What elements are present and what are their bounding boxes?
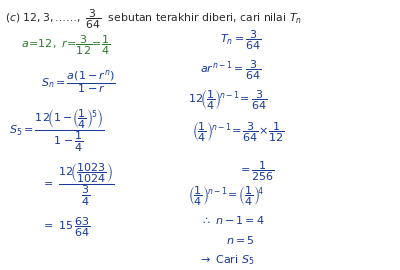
Text: $= \dfrac{1}{256}$: $= \dfrac{1}{256}$ — [238, 159, 275, 183]
Text: $a\!=\!12,\ r\!=\!\dfrac{3}{12}\!=\!\dfrac{1}{4}$: $a\!=\!12,\ r\!=\!\dfrac{3}{12}\!=\!\dfr… — [21, 34, 110, 57]
Text: $ar^{n-1} = \dfrac{3}{64}$: $ar^{n-1} = \dfrac{3}{64}$ — [200, 59, 262, 82]
Text: $\left(\dfrac{1}{4}\right)^{\!n-1}\! = \dfrac{3}{64}\!\times\!\dfrac{1}{12}$: $\left(\dfrac{1}{4}\right)^{\!n-1}\! = \… — [192, 120, 284, 144]
Text: $12\!\left(\dfrac{1}{4}\right)^{\!n-1}\! = \dfrac{3}{64}$: $12\!\left(\dfrac{1}{4}\right)^{\!n-1}\!… — [188, 88, 267, 112]
Text: $\left(\dfrac{1}{4}\right)^{\!n-1}\! = \left(\dfrac{1}{4}\right)^{\!4}$: $\left(\dfrac{1}{4}\right)^{\!n-1}\! = \… — [188, 184, 264, 208]
Text: $=\ 15\,\dfrac{63}{64}$: $=\ 15\,\dfrac{63}{64}$ — [40, 216, 90, 239]
Text: $=\ \dfrac{12\!\left(\dfrac{1023}{1024}\right)}{\dfrac{3}{4}}$: $=\ \dfrac{12\!\left(\dfrac{1023}{1024}\… — [40, 162, 114, 208]
Text: $\rightarrow\ \mathrm{Cari}\ S_5$: $\rightarrow\ \mathrm{Cari}\ S_5$ — [198, 253, 254, 267]
Text: $n = 5$: $n = 5$ — [226, 234, 255, 247]
Text: $S_n = \dfrac{a(1-r^n)}{1-r}$: $S_n = \dfrac{a(1-r^n)}{1-r}$ — [40, 68, 115, 96]
Text: $\therefore\ n-1 = 4$: $\therefore\ n-1 = 4$ — [200, 214, 265, 226]
Text: $T_n = \dfrac{3}{64}$: $T_n = \dfrac{3}{64}$ — [220, 28, 262, 52]
Text: $(c)\ 12, 3, \ldots\ldots,\ \dfrac{3}{64}$  sebutan terakhir diberi, cari nilai : $(c)\ 12, 3, \ldots\ldots,\ \dfrac{3}{64… — [5, 7, 302, 31]
Text: $S_5 = \dfrac{12\!\left(1-\!\left(\dfrac{1}{4}\right)^{\!5}\right)}{1-\dfrac{1}{: $S_5 = \dfrac{12\!\left(1-\!\left(\dfrac… — [9, 108, 104, 154]
